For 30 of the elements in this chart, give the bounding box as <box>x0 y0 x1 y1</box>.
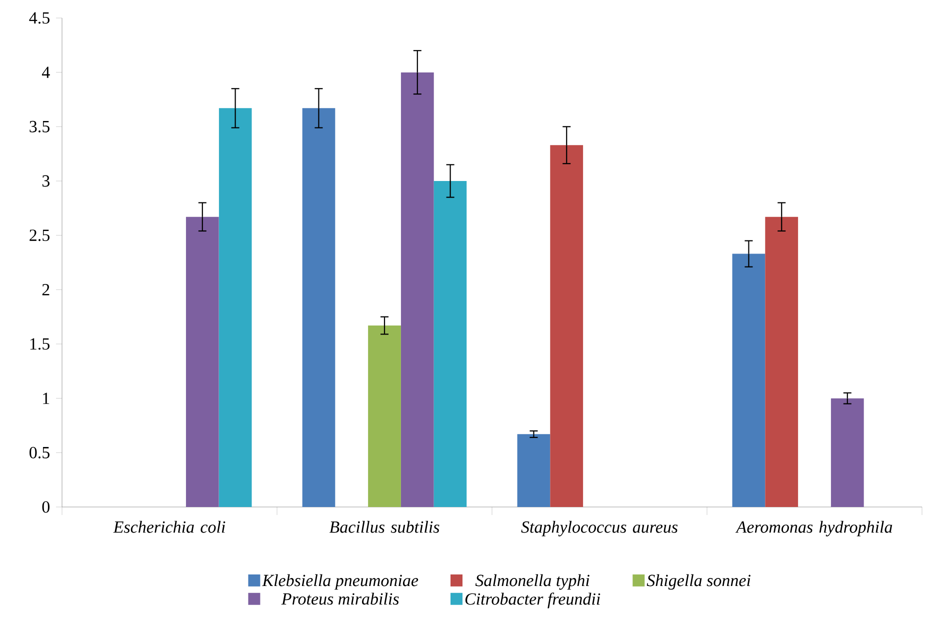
legend-label: Proteus mirabilis <box>281 592 399 605</box>
y-tick-label: 0.5 <box>30 446 50 458</box>
bar <box>434 180 467 507</box>
x-tick-label: Aeromonas hydrophila <box>735 520 892 536</box>
bar <box>732 254 766 507</box>
x-tick-label: Escherichia coli <box>113 520 226 533</box>
y-tick-label: 1.5 <box>30 338 50 350</box>
y-tick-label: 4 <box>42 66 50 78</box>
y-tick-label: 3 <box>42 175 50 187</box>
bar <box>218 108 252 507</box>
y-tick-label: 0 <box>42 501 50 513</box>
legend-label: Klebsiella pneumoniae <box>262 574 418 590</box>
x-tick-label: Staphylococcus aureus <box>521 520 678 536</box>
y-tick-label: 1 <box>43 392 50 404</box>
y-tick-label: 4.5 <box>29 12 50 24</box>
bar <box>830 398 864 507</box>
bar <box>400 72 434 507</box>
x-tick-label: Bacillus subtilis <box>329 520 440 533</box>
bar <box>368 326 401 507</box>
legend-label: Shigella sonnei <box>646 574 750 590</box>
y-tick-label: 2 <box>42 284 50 296</box>
bar <box>765 216 798 507</box>
bar <box>302 108 336 507</box>
bar <box>550 145 584 507</box>
bar <box>517 434 550 507</box>
y-tick-label: 2.5 <box>30 230 50 242</box>
legend-label: Citrobacter freundii <box>465 592 600 608</box>
y-tick-label: 3.5 <box>30 120 50 132</box>
legend-label: Salmonella typhi <box>475 574 590 590</box>
bar <box>186 216 219 507</box>
